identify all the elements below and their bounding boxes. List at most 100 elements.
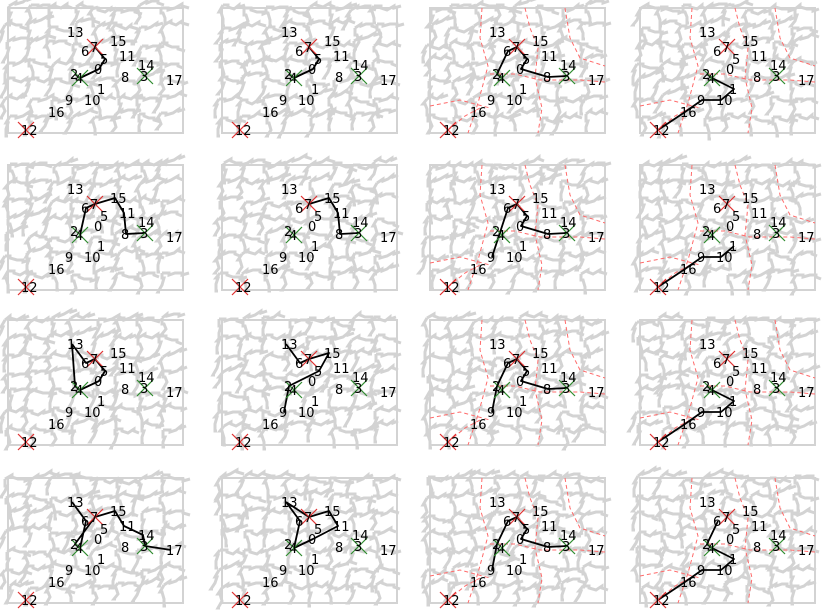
maze-wall <box>584 52 608 61</box>
maze-wall <box>93 584 116 591</box>
node-label-12: 12 <box>653 281 670 296</box>
maze-wall <box>141 417 165 429</box>
node-label-13: 13 <box>67 26 84 41</box>
red-x-marker <box>439 433 457 451</box>
maze-wall <box>791 216 815 225</box>
maze-wall <box>255 81 268 100</box>
maze-frame <box>639 7 816 134</box>
maze-wall <box>353 423 380 434</box>
red-x-marker <box>86 350 104 368</box>
node-label-14: 14 <box>352 59 369 74</box>
maze-wall <box>581 400 606 410</box>
maze-wall <box>346 513 356 533</box>
maze-wall <box>300 393 309 414</box>
maze-wall <box>284 17 311 30</box>
maze-wall <box>374 418 399 427</box>
node-label-2: 2 <box>492 380 500 395</box>
maze-wall <box>580 267 608 276</box>
maze-wall <box>419 98 429 117</box>
node-label-7: 7 <box>722 511 730 526</box>
node-label-0: 0 <box>308 533 316 548</box>
maze-wall <box>334 38 357 48</box>
maze-wall <box>696 388 706 407</box>
maze-wall <box>95 91 117 101</box>
maze-wall <box>788 318 797 339</box>
dashed-boundary <box>774 7 816 67</box>
maze-wall <box>219 91 243 103</box>
maze-wall <box>351 272 360 291</box>
dashed-boundary <box>734 7 753 134</box>
maze-wall <box>630 321 639 343</box>
maze-wall <box>285 368 310 378</box>
maze-wall <box>21 529 33 548</box>
node-label-16: 16 <box>470 418 487 433</box>
maze-wall <box>682 560 706 570</box>
maze-wall <box>491 200 500 221</box>
maze-wall <box>311 409 335 416</box>
maze-wall <box>211 371 225 389</box>
node-label-5: 5 <box>314 365 322 380</box>
maze-wall <box>473 356 498 368</box>
maze-wall <box>784 391 793 413</box>
maze-wall <box>504 546 517 567</box>
maze-wall <box>559 181 565 202</box>
maze-wall <box>677 43 686 65</box>
maze-wall <box>287 174 312 183</box>
node-label-12: 12 <box>235 594 252 609</box>
node-label-9: 9 <box>279 251 287 266</box>
maze-wall <box>234 372 243 394</box>
node-label-14: 14 <box>770 216 787 231</box>
node-label-2: 2 <box>702 68 710 83</box>
maze-wall <box>583 583 609 592</box>
maze-wall <box>426 527 452 540</box>
maze-wall <box>308 564 333 572</box>
maze-wall <box>154 42 163 63</box>
maze-wall <box>265 223 289 236</box>
maze-wall <box>706 509 733 520</box>
maze-wall <box>542 423 565 433</box>
node-label-14: 14 <box>138 371 155 386</box>
maze-wall <box>70 311 96 320</box>
maze-wall <box>560 378 587 391</box>
maze-wall <box>795 111 820 121</box>
maze-wall <box>22 513 31 533</box>
node-label-10: 10 <box>506 564 523 579</box>
node-label-3: 3 <box>140 382 148 397</box>
maze-wall <box>222 115 247 124</box>
node-label-13: 13 <box>281 338 298 353</box>
maze-wall <box>28 502 53 516</box>
maze-wall <box>539 351 565 363</box>
maze-wall <box>447 532 455 555</box>
maze-wall <box>726 275 734 296</box>
maze-wall <box>163 508 191 517</box>
maze-wall <box>764 25 777 44</box>
node-label-15: 15 <box>110 347 127 362</box>
maze-wall <box>637 545 664 557</box>
maze-wall <box>54 77 81 89</box>
maze-wall <box>661 328 685 341</box>
dashed-boundary <box>429 256 491 266</box>
node-label-12: 12 <box>443 436 460 451</box>
maze-wall <box>741 24 750 45</box>
maze-wall <box>748 268 776 280</box>
maze-wall <box>792 55 818 67</box>
maze-wall <box>578 59 590 78</box>
maze-wall <box>372 354 382 373</box>
maze-wall <box>415 255 429 275</box>
maze-wall <box>762 477 772 498</box>
maze-wall <box>83 183 96 203</box>
maze-wall <box>330 374 356 381</box>
maze-wall <box>51 25 79 37</box>
node-label-14: 14 <box>138 59 155 74</box>
maze-wall <box>306 227 334 239</box>
node-label-16: 16 <box>262 418 279 433</box>
maze-wall <box>727 178 753 190</box>
maze-wall <box>308 510 334 517</box>
maze-wall <box>309 487 335 496</box>
maze-wall <box>495 469 520 481</box>
maze-wall <box>581 94 609 101</box>
maze-wall <box>312 271 336 282</box>
route-path <box>308 197 360 235</box>
